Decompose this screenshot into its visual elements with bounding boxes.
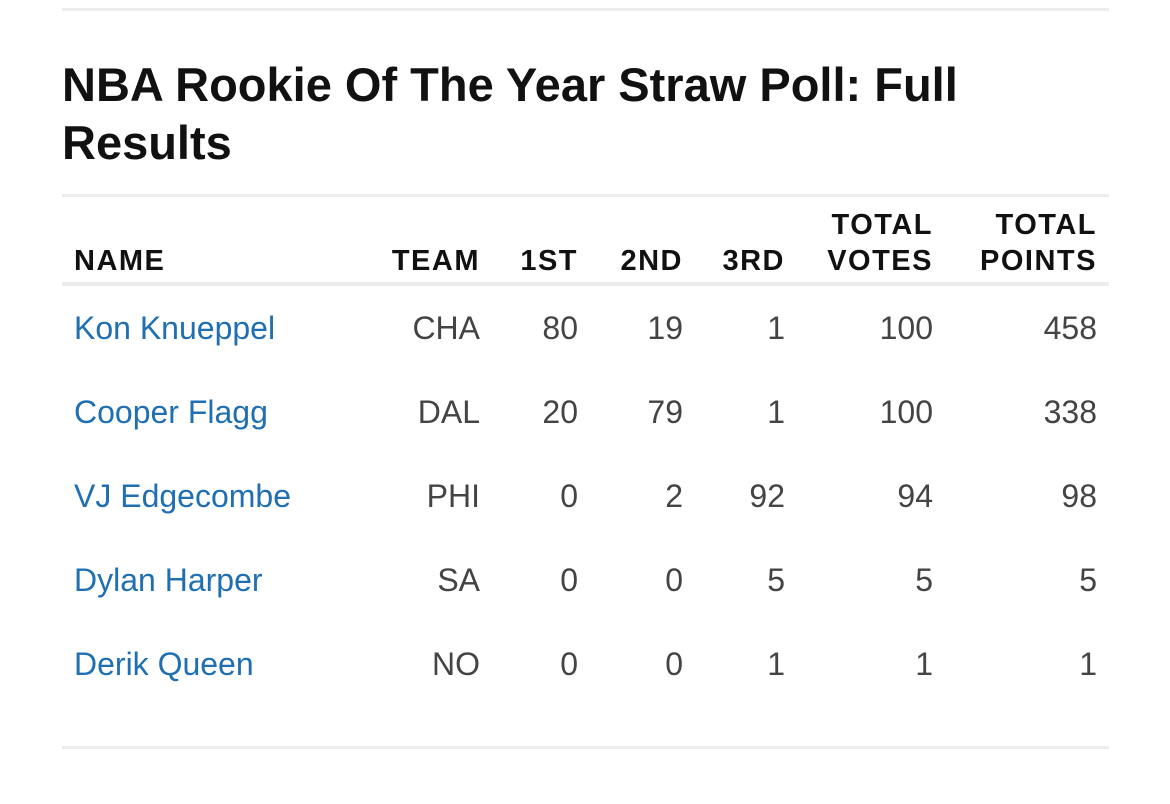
header-first[interactable]: 1ST [492, 197, 590, 286]
cell-team: SA [437, 561, 480, 598]
cell-team: DAL [417, 393, 480, 430]
cell-first: 80 [542, 309, 578, 346]
cell-third: 92 [749, 477, 785, 514]
header-total-votes[interactable]: TOTAL VOTES [797, 197, 945, 286]
table-row: Kon Knueppel CHA 80 19 1 100 458 [62, 284, 1109, 370]
header-second[interactable]: 2ND [590, 197, 695, 286]
cell-second: 2 [665, 477, 683, 514]
results-table: NAME TEAM 1ST 2ND 3RD TOTAL VOTES TOTAL … [62, 197, 1109, 706]
cell-total-points: 338 [1043, 393, 1097, 430]
player-link[interactable]: Kon Knueppel [74, 309, 276, 346]
top-divider [62, 8, 1109, 11]
cell-name: Cooper Flagg [62, 370, 362, 454]
cell-second: 79 [647, 393, 683, 430]
cell-total-votes: 100 [879, 393, 933, 430]
cell-name: Derik Queen [62, 622, 362, 706]
cell-second: 0 [665, 561, 683, 598]
player-link[interactable]: Derik Queen [74, 645, 254, 682]
table-top-divider [62, 194, 1109, 197]
header-row: NAME TEAM 1ST 2ND 3RD TOTAL VOTES TOTAL … [62, 197, 1109, 286]
cell-team: NO [432, 645, 480, 682]
cell-total-votes: 5 [915, 561, 933, 598]
cell-first: 20 [542, 393, 578, 430]
cell-second: 0 [665, 645, 683, 682]
cell-first: 0 [560, 561, 578, 598]
table-row: VJ Edgecombe PHI 0 2 92 94 98 [62, 454, 1109, 538]
cell-name: Kon Knueppel [62, 284, 362, 370]
table-header: NAME TEAM 1ST 2ND 3RD TOTAL VOTES TOTAL … [62, 197, 1109, 286]
header-total-points[interactable]: TOTAL POINTS [945, 197, 1109, 286]
bottom-divider [62, 746, 1109, 749]
cell-team: PHI [426, 477, 480, 514]
cell-third: 1 [767, 645, 785, 682]
cell-third: 5 [767, 561, 785, 598]
cell-name: Dylan Harper [62, 538, 362, 622]
results-table-container: NAME TEAM 1ST 2ND 3RD TOTAL VOTES TOTAL … [62, 194, 1109, 706]
player-link[interactable]: VJ Edgecombe [74, 477, 292, 514]
cell-second: 19 [647, 309, 683, 346]
cell-team: CHA [412, 309, 480, 346]
table-row: Dylan Harper SA 0 0 5 5 5 [62, 538, 1109, 622]
cell-first: 0 [560, 645, 578, 682]
page-title: NBA Rookie Of The Year Straw Poll: Full … [62, 58, 958, 169]
cell-third: 1 [767, 393, 785, 430]
cell-total-votes: 1 [915, 645, 933, 682]
cell-total-points: 98 [1061, 477, 1097, 514]
cell-third: 1 [767, 309, 785, 346]
cell-first: 0 [560, 477, 578, 514]
header-name[interactable]: NAME [62, 197, 362, 286]
table-row: Derik Queen NO 0 0 1 1 1 [62, 622, 1109, 706]
cell-total-points: 5 [1079, 561, 1097, 598]
header-third[interactable]: 3RD [695, 197, 797, 286]
cell-total-votes: 94 [897, 477, 933, 514]
cell-name: VJ Edgecombe [62, 454, 362, 538]
header-team[interactable]: TEAM [362, 197, 492, 286]
table-row: Cooper Flagg DAL 20 79 1 100 338 [62, 370, 1109, 454]
table-body: Kon Knueppel CHA 80 19 1 100 458 Cooper … [62, 284, 1109, 706]
cell-total-votes: 100 [879, 309, 933, 346]
player-link[interactable]: Dylan Harper [74, 561, 263, 598]
player-link[interactable]: Cooper Flagg [74, 393, 268, 430]
cell-total-points: 458 [1043, 309, 1097, 346]
cell-total-points: 1 [1079, 645, 1097, 682]
